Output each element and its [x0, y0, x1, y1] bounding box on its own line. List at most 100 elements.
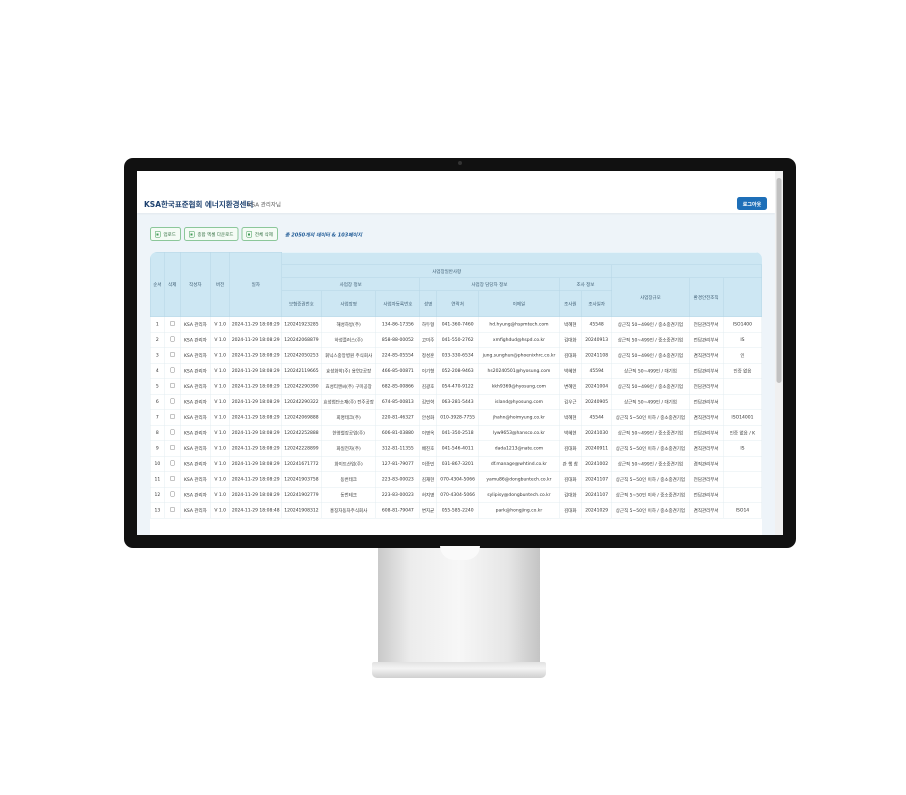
trash-icon[interactable]	[170, 460, 175, 466]
table-row[interactable]: 9 KSA 관리자 V 1.0 2024-11-29 18:08:29 12024222…	[150, 440, 762, 457]
trash-icon[interactable]	[170, 383, 175, 388]
table-cell: 상근직 50~499인 / 중소중견기업	[611, 347, 690, 364]
table-row[interactable]: 5 KSA 관리자 V 1.0 2024-11-29 18:08:29 12024229…	[150, 378, 762, 395]
data-table: 순서 삭제 작성자 버전 일자 사업장일반사항 사업장 정보 사업장 담당자 정…	[150, 252, 762, 519]
table-cell: 127-81-79077	[375, 455, 420, 472]
table-row[interactable]: 11 KSA 관리자 V 1.0 2024-11-29 18:08:29 1202419…	[150, 471, 762, 488]
table-cell: 전담관리부서	[688, 471, 724, 488]
table-cell: 하두형	[419, 316, 437, 333]
table-cell: 한영철강공업(주)	[320, 424, 377, 441]
table-cell: 063-281-5443	[436, 393, 480, 410]
table-cell: 겸직관리부서	[688, 409, 724, 426]
group-contact: 사업장 담당자 정보	[419, 277, 560, 291]
table-cell: V 1.0	[210, 471, 231, 488]
table-cell: 김대화	[558, 347, 582, 364]
trash-icon[interactable]	[170, 398, 175, 404]
table-row[interactable]: 6 KSA 관리자 V 1.0 2024-11-29 18:08:29 12024229…	[150, 393, 762, 410]
table-cell: 김우근	[558, 393, 582, 410]
table-cell: 055-585-2240	[436, 502, 480, 519]
table-cell: 041-360-7460	[436, 316, 480, 333]
scrollbar-thumb[interactable]	[776, 178, 782, 383]
table-cell: KSA 관리자	[179, 378, 211, 395]
table-cell: 3	[150, 347, 165, 364]
table-cell: V 1.0	[210, 424, 231, 441]
trash-icon[interactable]	[170, 507, 175, 512]
trash-icon[interactable]	[170, 491, 175, 497]
table-cell: 120241902779	[281, 486, 322, 503]
delete-cell	[164, 440, 181, 457]
trash-icon[interactable]	[170, 336, 175, 342]
table-cell: 8	[150, 424, 165, 441]
table-cell: 상근직 5~50인 이하 / 중소중견기업	[611, 409, 690, 426]
delete-cell	[164, 486, 181, 503]
table-row[interactable]: 4 KSA 관리자 V 1.0 2024-11-29 18:08:29 12024211…	[150, 362, 762, 379]
trash-icon[interactable]	[170, 352, 175, 357]
delete-all-button[interactable]: 전체 삭제	[241, 227, 278, 241]
table-cell: V 1.0	[210, 440, 231, 457]
col-site-name: 사업장명	[320, 290, 377, 317]
table-cell: 120241903758	[281, 471, 322, 488]
table-row[interactable]: 13 KSA 관리자 V 1.0 2024-11-29 18:08:48 1202419…	[150, 502, 762, 519]
table-cell: V 1.0	[210, 409, 231, 426]
table-cell: 김대화	[558, 502, 582, 519]
trash-icon[interactable]	[170, 476, 175, 481]
toolbar: 업로드 종합 엑셀 다운로드 전체 삭제 총 2050개의 데이터 & 103페…	[150, 227, 362, 241]
table-row[interactable]: 12 KSA 관리자 V 1.0 2024-11-29 18:08:29 1202419…	[150, 486, 762, 503]
table-cell: 2024-11-29 18:08:29	[229, 331, 282, 348]
table-cell: 12	[150, 486, 165, 503]
trash-icon[interactable]	[170, 321, 175, 326]
table-row[interactable]: 8 KSA 관리자 V 1.0 2024-11-29 18:08:29 12024225…	[150, 424, 762, 441]
table-cell: dada1213@nate.com	[478, 440, 560, 457]
table-row[interactable]: 3 KSA 관리자 V 1.0 2024-11-29 18:08:29 12024205…	[150, 347, 762, 364]
table-cell: 2024-11-29 18:08:29	[229, 471, 282, 488]
table-cell: 겸직관리부서	[688, 347, 724, 364]
table-cell: 858-88-00052	[375, 331, 420, 348]
col-surveyor: 조사원	[558, 290, 582, 317]
table-cell: 2	[150, 331, 165, 348]
table-cell: 120242252888	[281, 424, 322, 441]
table-cell: 070-4304-5066	[436, 471, 480, 488]
table-cell: hd.hyung@hspmtech.com	[478, 316, 560, 333]
table-cell: 상근직 5~50인 이하 / 중소중견기업	[611, 471, 690, 488]
table-cell: KSA 관리자	[179, 440, 211, 457]
table-row[interactable]: 1 KSA 관리자 V 1.0 2024-11-29 18:08:29 12024192…	[150, 316, 762, 333]
group-general: 사업장일반사항	[281, 264, 613, 278]
table-cell: 겸직관리부서	[688, 455, 724, 472]
table-cell: 20240911	[581, 440, 613, 457]
col-policy-no: 보험증권번호	[281, 290, 322, 317]
table-cell: 2024-11-29 18:08:29	[229, 316, 282, 333]
data-table-container: 순서 삭제 작성자 버전 일자 사업장일반사항 사업장 정보 사업장 담당자 정…	[150, 252, 762, 535]
table-cell: 20240913	[581, 331, 613, 348]
table-cell: KSA 관리자	[179, 347, 211, 364]
delete-cell	[164, 362, 181, 379]
table-row[interactable]: 7 KSA 관리자 V 1.0 2024-11-29 18:08:29 12024206…	[150, 409, 762, 426]
trash-icon[interactable]	[170, 445, 175, 450]
table-cell: 화일전자(주)	[320, 440, 377, 457]
table-cell: 20241004	[581, 378, 613, 395]
logout-button[interactable]: 로그아웃	[737, 197, 767, 210]
group-survey: 조사 정보	[558, 277, 613, 291]
trash-icon[interactable]	[170, 367, 175, 373]
table-cell: 312-81-11355	[375, 440, 420, 457]
scrollbar[interactable]	[775, 171, 783, 535]
trash-icon[interactable]	[170, 429, 175, 435]
table-cell: 김광호	[419, 378, 437, 395]
upload-file-icon	[155, 230, 161, 238]
table-cell: 화이트산업(주)	[320, 455, 377, 472]
excel-download-button[interactable]: 종합 엑셀 다운로드	[183, 227, 239, 241]
table-row[interactable]: 2 KSA 관리자 V 1.0 2024-11-29 18:08:29 12024206…	[150, 331, 762, 348]
table-cell: 20240905	[581, 393, 613, 410]
table-cell: 10	[150, 455, 165, 472]
group-empty	[611, 264, 762, 278]
upload-button[interactable]: 업로드	[150, 227, 181, 241]
stand-cutout	[440, 546, 480, 560]
delete-cell	[164, 347, 181, 364]
col-delete: 삭제	[164, 252, 181, 317]
table-cell: xmfighdud@hspd.co.kr	[478, 331, 560, 348]
table-cell: V 1.0	[210, 486, 231, 503]
table-cell: V 1.0	[210, 393, 231, 410]
trash-icon[interactable]	[170, 414, 175, 419]
col-survey-date: 조사일자	[581, 290, 613, 317]
table-cell: sylipisy@dongbuntech.co.kr	[478, 486, 560, 503]
table-row[interactable]: 10 KSA 관리자 V 1.0 2024-11-29 18:08:29 1202416…	[150, 455, 762, 472]
